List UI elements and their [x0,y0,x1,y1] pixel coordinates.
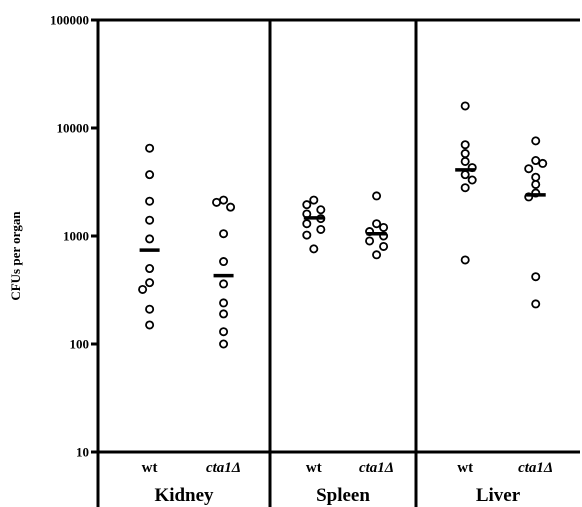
group-label: wt [306,460,322,476]
data-point [145,215,155,225]
data-point [460,101,470,111]
data-point [467,175,477,185]
data-point [219,309,229,319]
panel-label: Kidney [154,485,214,506]
y-axis-label: CFUs per organ [8,211,23,301]
data-point [145,196,155,206]
y-tick-label: 10 [76,445,89,460]
data-point [460,255,470,265]
data-point [145,320,155,330]
data-point [460,183,470,193]
data-point [212,197,222,207]
data-point [531,299,541,309]
chart-labels: 10 100 1000 10000 100000 CFUs per organ wt cta1… [8,13,553,507]
data-point [460,156,470,166]
data-point [145,170,155,180]
data-point [538,158,548,168]
data-point [365,236,375,246]
data-point [302,230,312,240]
data-point [372,250,382,260]
data-point [379,241,389,251]
data-point [316,205,326,215]
group-label: cta1Δ [359,460,394,476]
data-point [531,172,541,182]
group-label: wt [457,460,473,476]
data-point [219,229,229,239]
data-point [372,219,382,229]
data-point [219,279,229,289]
data-point [219,327,229,337]
y-tick-label: 100000 [50,13,89,28]
y-tick-label: 100 [70,337,90,352]
data-point [531,272,541,282]
y-tick-label: 1000 [63,229,89,244]
data-point [219,339,229,349]
data-point [460,149,470,159]
data-point [302,219,312,229]
data-point [219,257,229,267]
y-tick-label: 10000 [57,121,90,136]
data-point [145,304,155,314]
data-point [372,191,382,201]
data-point [145,264,155,274]
panel-label: Spleen [316,485,370,506]
data-point [524,164,534,174]
data-point [460,140,470,150]
data-point [226,202,236,212]
group-label: cta1Δ [518,460,553,476]
data-point [145,234,155,244]
data-point [309,244,319,254]
data-point [302,200,312,210]
data-point [531,179,541,189]
data-point [531,136,541,146]
data-point [316,224,326,234]
data-point [138,284,148,294]
axes [91,18,580,507]
data-point [460,170,470,180]
data-point [379,222,389,232]
data-marks [138,101,548,349]
group-label: wt [142,460,158,476]
data-point [219,298,229,308]
data-point [309,195,319,205]
panel-label: Liver [476,485,521,506]
data-point [145,143,155,153]
group-label: cta1Δ [206,460,241,476]
data-point [145,278,155,288]
